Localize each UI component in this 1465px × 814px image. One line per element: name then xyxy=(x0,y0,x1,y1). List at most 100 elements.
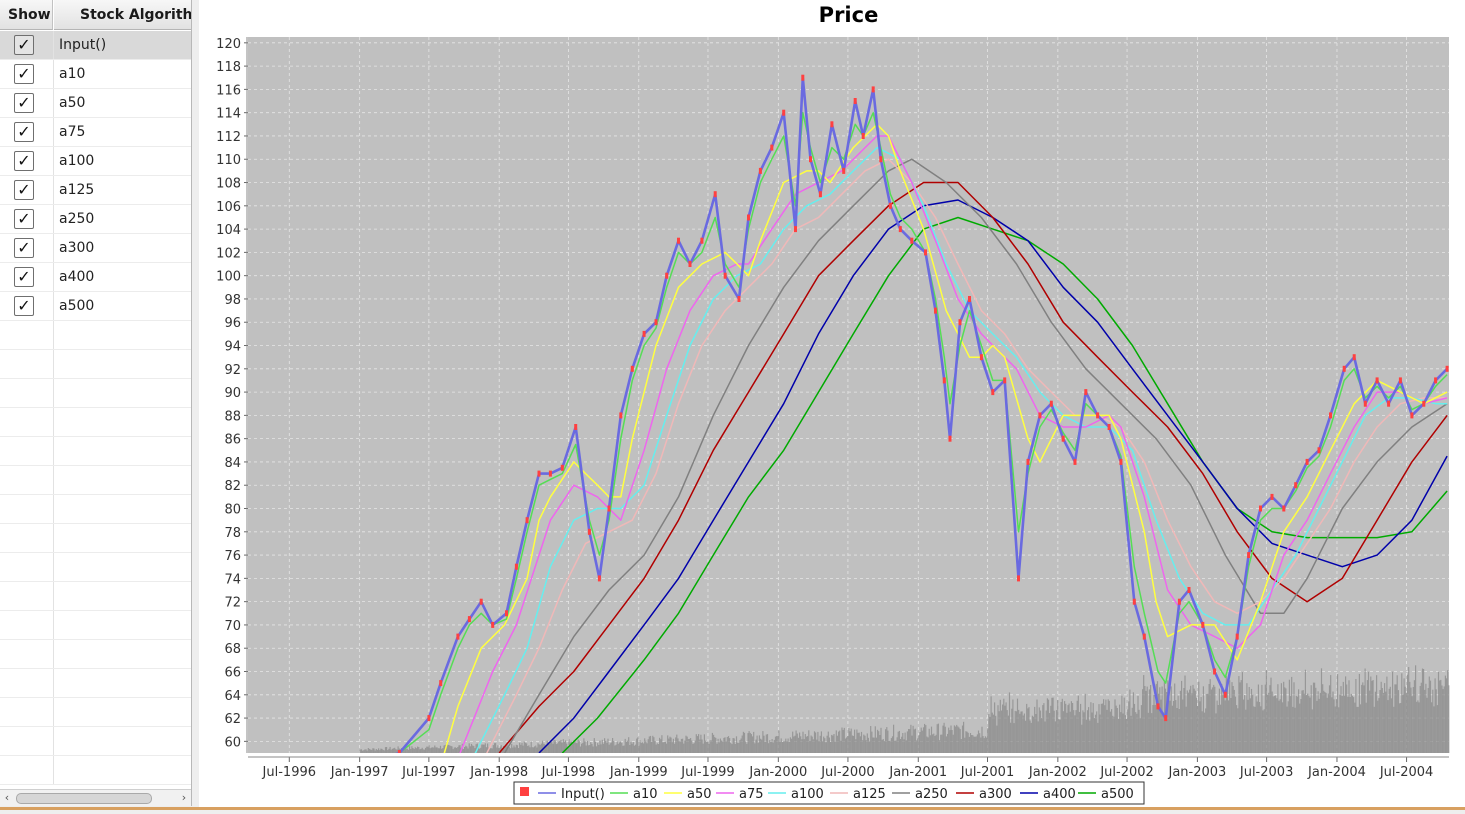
volume-bar xyxy=(963,721,965,753)
volume-bar xyxy=(787,738,789,753)
volume-bar xyxy=(1062,711,1064,753)
volume-bar xyxy=(859,736,861,753)
volume-bar xyxy=(897,731,899,753)
volume-bar xyxy=(469,746,471,753)
table-row[interactable]: ✓ Input() xyxy=(0,31,191,60)
volume-bar xyxy=(935,734,937,753)
volume-bar xyxy=(1301,690,1303,753)
volume-bar xyxy=(609,743,611,753)
table-row[interactable]: ✓ a50 xyxy=(0,89,191,118)
volume-bar xyxy=(651,741,653,753)
table-row[interactable]: ✓ a10 xyxy=(0,60,191,89)
volume-bar xyxy=(1291,676,1293,753)
volume-bar xyxy=(1388,688,1390,753)
volume-bar xyxy=(1100,703,1102,753)
volume-bar xyxy=(1130,715,1132,753)
volume-bar xyxy=(378,748,380,753)
column-header-show[interactable]: Show xyxy=(0,0,53,30)
input-point xyxy=(1317,447,1321,454)
table-row[interactable]: ✓ a250 xyxy=(0,205,191,234)
volume-bar xyxy=(1384,683,1386,753)
volume-bar xyxy=(1377,700,1379,753)
show-checkbox[interactable]: ✓ xyxy=(14,122,34,142)
input-point xyxy=(723,272,727,279)
volume-bar xyxy=(784,741,786,753)
x-tick-label: Jan-2003 xyxy=(1167,765,1226,780)
volume-bar xyxy=(379,750,381,753)
window-bottom-border xyxy=(0,807,1465,810)
volume-bar xyxy=(990,696,992,753)
volume-bar xyxy=(827,731,829,753)
volume-bar xyxy=(519,742,521,753)
input-point xyxy=(439,680,443,687)
volume-bar xyxy=(636,738,638,753)
volume-bar xyxy=(396,749,398,753)
volume-bar xyxy=(1238,676,1240,753)
volume-bar xyxy=(1086,710,1089,753)
volume-bar xyxy=(808,730,810,753)
volume-bar xyxy=(1147,712,1149,753)
show-checkbox[interactable]: ✓ xyxy=(14,180,34,200)
volume-bar xyxy=(1385,691,1387,753)
input-point xyxy=(1422,400,1426,407)
show-checkbox[interactable]: ✓ xyxy=(14,35,34,55)
volume-bar xyxy=(895,740,897,753)
volume-bar xyxy=(569,742,571,753)
volume-bar xyxy=(1140,705,1142,753)
input-point xyxy=(737,296,741,302)
y-tick-label: 60 xyxy=(224,735,241,750)
horizontal-scrollbar[interactable]: ‹ › xyxy=(0,789,191,806)
show-checkbox[interactable]: ✓ xyxy=(14,64,34,84)
volume-bar xyxy=(405,748,407,753)
table-row[interactable]: ✓ a125 xyxy=(0,176,191,205)
column-header-stock-algorithm[interactable]: Stock Algorithm xyxy=(54,0,191,30)
volume-bar xyxy=(760,738,762,753)
legend-label: Input() xyxy=(561,787,605,802)
chevron-right-icon[interactable]: › xyxy=(181,791,187,804)
volume-bar xyxy=(1072,703,1074,753)
show-checkbox[interactable]: ✓ xyxy=(14,209,34,229)
show-checkbox[interactable]: ✓ xyxy=(14,238,34,258)
volume-bar xyxy=(1050,705,1052,753)
volume-bar xyxy=(883,741,886,753)
volume-bar xyxy=(1088,707,1090,753)
volume-bar xyxy=(670,737,672,753)
show-checkbox[interactable]: ✓ xyxy=(14,296,34,316)
table-row[interactable]: ✓ a500 xyxy=(0,292,191,321)
volume-bar xyxy=(368,748,370,753)
volume-bar xyxy=(810,735,812,753)
volume-bar xyxy=(1312,682,1315,753)
table-row[interactable]: ✓ a100 xyxy=(0,147,191,176)
chevron-left-icon[interactable]: ‹ xyxy=(4,791,10,804)
table-row[interactable]: ✓ a75 xyxy=(0,118,191,147)
volume-bar xyxy=(1283,681,1285,753)
show-checkbox[interactable]: ✓ xyxy=(14,93,34,113)
table-row[interactable]: ✓ a300 xyxy=(0,234,191,263)
volume-bar xyxy=(695,734,697,753)
volume-bar xyxy=(830,741,832,753)
volume-bar xyxy=(480,747,482,753)
volume-bar xyxy=(1176,708,1178,753)
input-point xyxy=(537,470,541,477)
volume-bar xyxy=(1428,676,1430,753)
volume-bar xyxy=(1148,689,1150,753)
volume-bar xyxy=(951,730,953,753)
volume-bar xyxy=(1192,684,1194,753)
volume-bar xyxy=(1167,680,1169,753)
volume-bar xyxy=(1332,691,1334,753)
show-cell xyxy=(0,727,54,755)
table-row[interactable]: ✓ a400 xyxy=(0,263,191,292)
volume-bar xyxy=(406,748,408,753)
show-checkbox[interactable]: ✓ xyxy=(14,267,34,287)
show-checkbox[interactable]: ✓ xyxy=(14,151,34,171)
volume-bar xyxy=(840,740,842,753)
volume-bar xyxy=(941,734,943,753)
volume-bar xyxy=(849,731,851,753)
volume-bar xyxy=(482,744,484,753)
scrollbar-thumb[interactable] xyxy=(16,793,152,804)
volume-bar xyxy=(365,749,367,753)
volume-bar xyxy=(1133,703,1136,753)
volume-bar xyxy=(439,745,442,753)
volume-bar xyxy=(514,747,516,753)
input-point xyxy=(688,261,692,267)
